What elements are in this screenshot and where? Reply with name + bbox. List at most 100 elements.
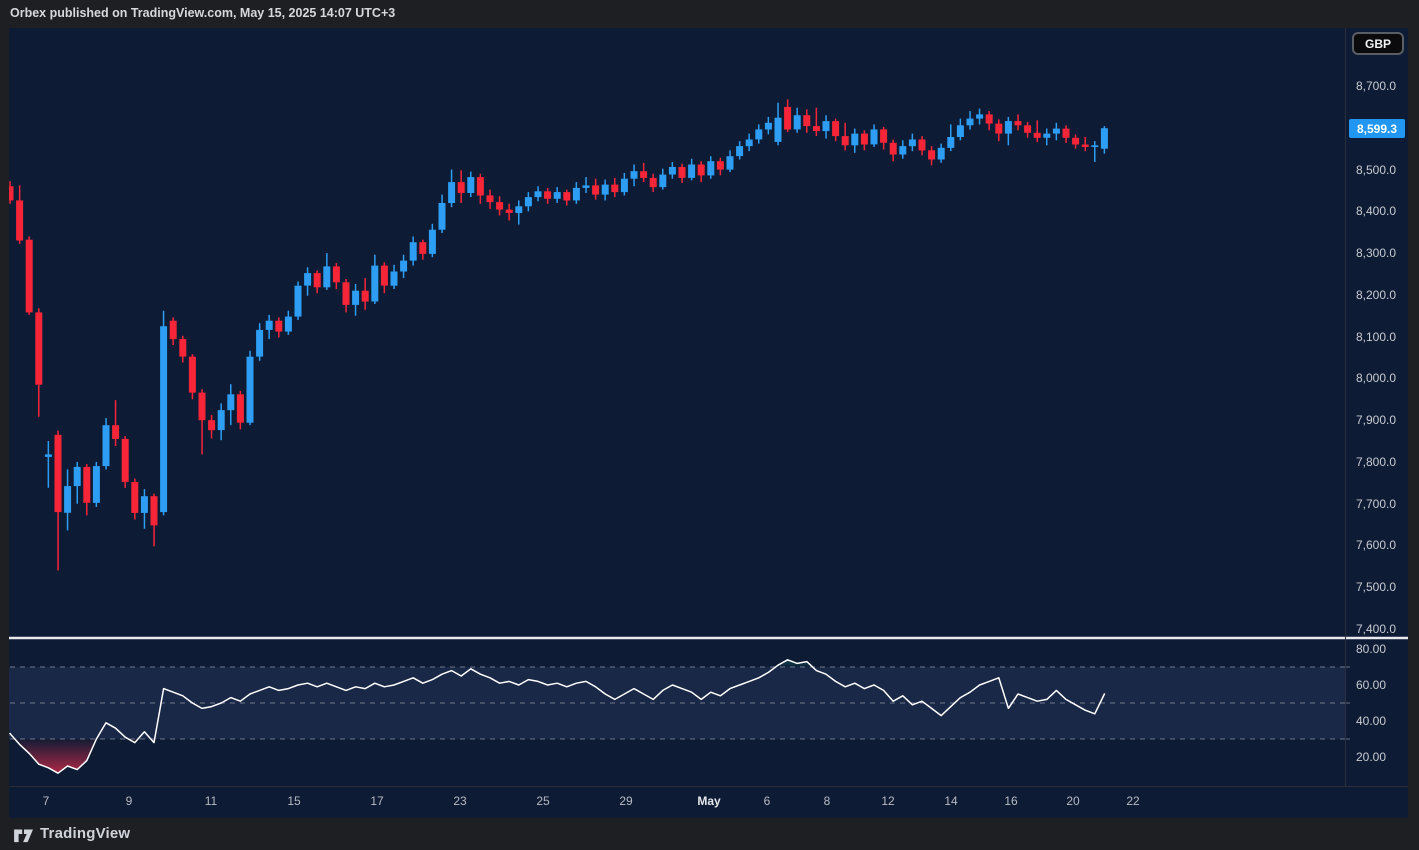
candle-body — [995, 123, 1003, 134]
candle-body — [342, 282, 350, 305]
candle-body — [611, 184, 619, 193]
candle-body — [582, 185, 590, 188]
candle-body — [112, 425, 120, 439]
price-axis-label: 8,100.0 — [1356, 330, 1397, 344]
candle-wick — [201, 389, 203, 455]
price-axis-label: 8,700.0 — [1356, 79, 1397, 93]
candle-body — [563, 192, 571, 201]
candle-body — [64, 486, 72, 513]
tradingview-logo-icon[interactable] — [13, 825, 35, 843]
candle-body — [803, 115, 811, 127]
chart-background — [9, 28, 1408, 818]
candle-body — [217, 410, 225, 431]
candle-body — [92, 466, 100, 503]
candle-body — [822, 121, 830, 132]
rsi-axis-label: 20.00 — [1356, 750, 1387, 764]
candle-body — [160, 326, 168, 513]
candle-body — [169, 320, 177, 340]
rsi-axis-label: 60.00 — [1356, 678, 1387, 692]
time-axis-label: 20 — [1066, 794, 1080, 808]
candle-body — [697, 164, 705, 176]
candle-body — [707, 161, 715, 176]
candle-wick — [47, 441, 50, 488]
candle-body — [9, 186, 14, 201]
price-axis-label: 7,600.0 — [1356, 538, 1397, 552]
candle-body — [121, 438, 129, 482]
candle-body — [457, 182, 465, 193]
candle-body — [851, 133, 859, 146]
candle-body — [553, 192, 561, 199]
candle-body — [256, 329, 264, 357]
tradingview-brand[interactable]: TradingView — [40, 825, 131, 842]
candle-body — [486, 195, 494, 203]
candle-body — [1014, 121, 1022, 126]
candle-body — [371, 265, 379, 302]
candle-body — [44, 454, 52, 457]
candle-body — [1004, 121, 1012, 134]
last-price-badge: 8,599.3 — [1349, 119, 1405, 138]
time-axis-label: 12 — [881, 794, 895, 808]
candle-wick — [815, 107, 818, 137]
candle-body — [841, 136, 849, 146]
candle-body — [140, 496, 148, 513]
candle-body — [304, 273, 312, 286]
price-axis-label: 7,400.0 — [1356, 622, 1397, 636]
currency-button[interactable]: GBP — [1352, 32, 1404, 55]
price-axis-label: 8,500.0 — [1356, 163, 1397, 177]
candlestick-chart-canvas[interactable] — [9, 28, 1408, 818]
candle-body — [208, 420, 216, 431]
rsi-line — [9, 659, 1106, 774]
candle-body — [1081, 144, 1089, 147]
candle-wick — [585, 177, 587, 193]
candle-body — [976, 114, 984, 119]
candle-body — [908, 139, 916, 147]
time-axis-label: 23 — [453, 794, 467, 808]
time-axis-label: May — [697, 794, 721, 808]
right-margin — [1408, 28, 1419, 818]
candle-body — [755, 129, 763, 140]
candle-body — [956, 125, 964, 137]
candle-body — [54, 434, 62, 513]
candle-body — [649, 177, 657, 188]
candle-wick — [1094, 141, 1096, 162]
candle-body — [1033, 132, 1041, 138]
price-axis-label: 7,700.0 — [1356, 497, 1397, 511]
candle-body — [880, 129, 888, 143]
candle-body — [745, 139, 753, 147]
footer-bar: TradingView — [0, 818, 1419, 850]
candle-body — [774, 117, 782, 142]
price-axis-label: 8,300.0 — [1356, 246, 1397, 260]
candle-body — [860, 133, 868, 145]
time-axis-label: 29 — [619, 794, 633, 808]
rsi-axis-label: 80.00 — [1356, 642, 1387, 656]
candle-body — [793, 115, 801, 130]
candle-body — [985, 114, 993, 124]
candle-body — [246, 356, 254, 423]
candle-body — [419, 242, 427, 254]
time-axis-label: 17 — [370, 794, 384, 808]
candle-body — [592, 185, 600, 195]
price-axis-label: 8,200.0 — [1356, 288, 1397, 302]
candle-body — [1024, 125, 1032, 133]
price-axis-label: 7,800.0 — [1356, 455, 1397, 469]
candle-body — [1062, 128, 1070, 138]
candle-body — [188, 356, 196, 393]
candle-body — [1052, 128, 1060, 134]
candle-body — [966, 118, 974, 126]
candle-body — [179, 339, 187, 357]
candle-body — [764, 122, 772, 130]
candle-body — [668, 167, 676, 175]
candle-body — [688, 164, 696, 178]
candle-body — [544, 191, 552, 199]
candle-body — [265, 320, 273, 330]
candle-body — [832, 121, 840, 137]
candle-body — [515, 206, 523, 213]
candle-body — [716, 161, 724, 170]
candle-body — [390, 271, 398, 286]
candle-body — [918, 139, 926, 151]
candle-body — [620, 178, 628, 193]
candle-body — [73, 466, 81, 487]
candle-body — [400, 260, 408, 272]
candle-body — [275, 320, 283, 332]
candle-body — [928, 150, 936, 160]
